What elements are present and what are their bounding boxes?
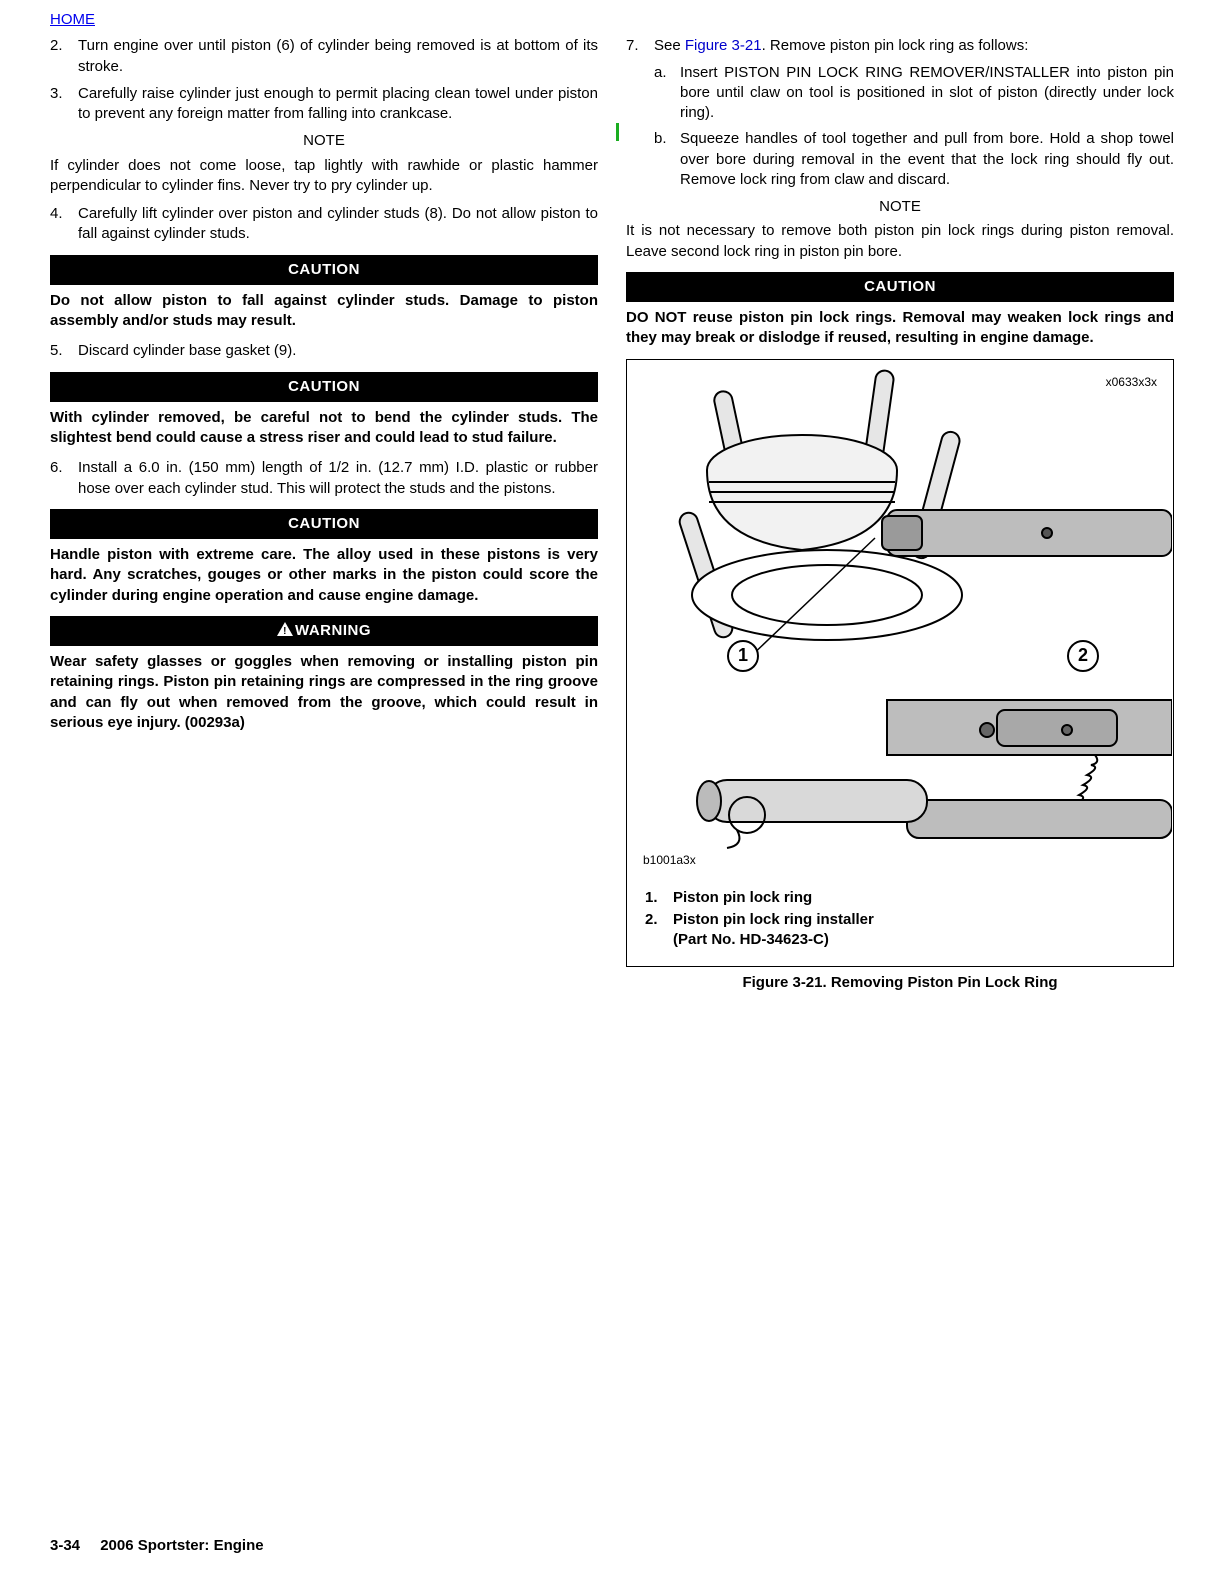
- caution-text: With cylinder removed, be careful not to…: [50, 408, 598, 449]
- step-text: Carefully lift cylinder over piston and …: [78, 204, 598, 245]
- step-number: 4.: [50, 204, 78, 245]
- text: . Remove piston pin lock ring as follows…: [762, 37, 1029, 54]
- figure-caption: Figure 3-21. Removing Piston Pin Lock Ri…: [626, 973, 1174, 993]
- substep-b: b. Squeeze handles of tool together and …: [654, 129, 1174, 190]
- caution-bar: CAUTION: [50, 372, 598, 402]
- caution-text: DO NOT reuse piston pin lock rings. Remo…: [626, 308, 1174, 349]
- page-number: 3-34: [50, 1537, 80, 1554]
- caution-text: Do not allow piston to fall against cyli…: [50, 291, 598, 332]
- step-text: Carefully raise cylinder just enough to …: [78, 84, 598, 125]
- warning-label: WARNING: [295, 622, 371, 639]
- step-5: 5. Discard cylinder base gasket (9).: [50, 341, 598, 361]
- figure-ref-link[interactable]: Figure 3-21: [685, 37, 762, 54]
- legend-num: 1.: [645, 888, 673, 908]
- step-number: 7.: [626, 36, 654, 190]
- caution-bar: CAUTION: [50, 255, 598, 285]
- step-text: Turn engine over until piston (6) of cyl…: [78, 36, 598, 77]
- note-label: NOTE: [626, 197, 1174, 217]
- figure-svg: [627, 360, 1172, 880]
- step-6: 6. Install a 6.0 in. (150 mm) length of …: [50, 458, 598, 499]
- warning-text: Wear safety glasses or goggles when remo…: [50, 652, 598, 733]
- figure-box: x0633x3x b1001a3x 1 2 1. Piston pin lock…: [626, 359, 1174, 968]
- warning-icon: !: [277, 621, 293, 640]
- substep-text: Insert PISTON PIN LOCK RING REMOVER/INST…: [680, 63, 1174, 124]
- substep-letter: a.: [654, 63, 680, 124]
- step-4: 4. Carefully lift cylinder over piston a…: [50, 204, 598, 245]
- legend-item: 2. Piston pin lock ring installer (Part …: [645, 910, 1155, 951]
- caution-bar: CAUTION: [626, 272, 1174, 302]
- figure-legend: 1. Piston pin lock ring 2. Piston pin lo…: [627, 880, 1173, 967]
- callout-1: 1: [727, 640, 759, 672]
- step-number: 2.: [50, 36, 78, 77]
- substep-a: a. Insert PISTON PIN LOCK RING REMOVER/I…: [654, 63, 1174, 124]
- step-number: 6.: [50, 458, 78, 499]
- note-body: If cylinder does not come loose, tap lig…: [50, 156, 598, 197]
- left-column: 2. Turn engine over until piston (6) of …: [50, 36, 598, 993]
- note-label: NOTE: [50, 131, 598, 151]
- warning-bar: ! WARNING: [50, 616, 598, 646]
- page-footer: 3-34 2006 Sportster: Engine: [50, 1536, 264, 1556]
- figure-code-top: x0633x3x: [1106, 374, 1157, 390]
- legend-text: Piston pin lock ring: [673, 888, 1155, 908]
- step-2: 2. Turn engine over until piston (6) of …: [50, 36, 598, 77]
- callout-2: 2: [1067, 640, 1099, 672]
- substep-text: Squeeze handles of tool together and pul…: [680, 129, 1174, 190]
- book-title: 2006 Sportster: Engine: [100, 1537, 263, 1554]
- figure-image: x0633x3x b1001a3x 1 2: [627, 360, 1173, 880]
- caution-text: Handle piston with extreme care. The all…: [50, 545, 598, 606]
- text: See: [654, 37, 685, 54]
- substep-letter: b.: [654, 129, 680, 190]
- step-number: 3.: [50, 84, 78, 125]
- caution-bar: CAUTION: [50, 509, 598, 539]
- right-column: 7. See Figure 3-21. Remove piston pin lo…: [626, 36, 1174, 993]
- legend-num: 2.: [645, 910, 673, 951]
- step-text: See Figure 3-21. Remove piston pin lock …: [654, 36, 1174, 190]
- legend-text: Piston pin lock ring installer (Part No.…: [673, 910, 1155, 951]
- step-7: 7. See Figure 3-21. Remove piston pin lo…: [626, 36, 1174, 190]
- legend-item: 1. Piston pin lock ring: [645, 888, 1155, 908]
- note-body: It is not necessary to remove both pisto…: [626, 221, 1174, 262]
- svg-text:!: !: [283, 626, 287, 636]
- figure-code-bottom: b1001a3x: [643, 852, 696, 868]
- home-link[interactable]: HOME: [50, 10, 95, 30]
- step-text: Install a 6.0 in. (150 mm) length of 1/2…: [78, 458, 598, 499]
- step-text: Discard cylinder base gasket (9).: [78, 341, 598, 361]
- step-number: 5.: [50, 341, 78, 361]
- change-bar: [616, 123, 619, 141]
- step-3: 3. Carefully raise cylinder just enough …: [50, 84, 598, 125]
